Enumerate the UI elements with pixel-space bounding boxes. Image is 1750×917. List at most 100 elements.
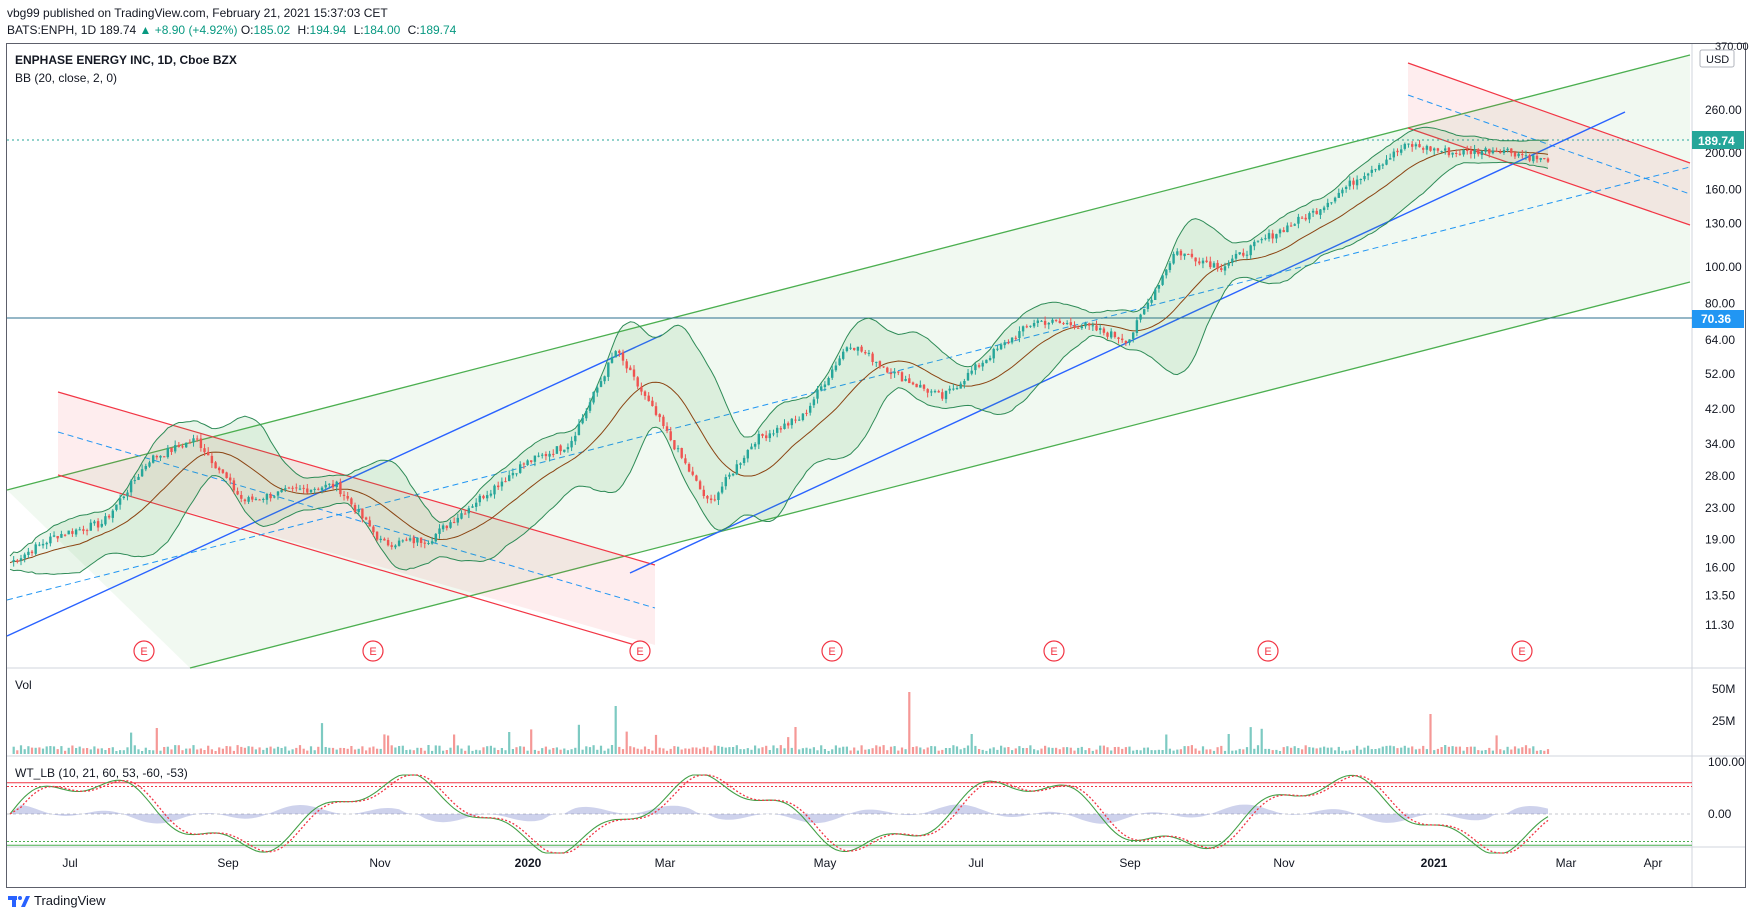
candle-body <box>185 442 188 448</box>
candle-body <box>1054 319 1058 321</box>
volume-bar <box>618 746 621 754</box>
volume-bar <box>1194 748 1197 754</box>
candle-body <box>1366 173 1370 176</box>
candle-body <box>254 498 258 500</box>
candle-body <box>1429 146 1432 151</box>
candle-body <box>904 379 907 381</box>
candle-body <box>1146 302 1150 309</box>
earnings-marker-circle <box>1043 640 1065 662</box>
candle-body <box>265 494 269 500</box>
candle-body <box>779 428 782 430</box>
candle-body <box>1183 253 1186 257</box>
candle-body <box>100 523 103 527</box>
volume-bar <box>1139 750 1142 754</box>
candle-body <box>317 488 320 490</box>
volume-bar <box>379 748 382 754</box>
volume-bar <box>1135 749 1138 754</box>
candle-body <box>12 560 15 562</box>
volume-bar <box>640 749 643 754</box>
chart-frame[interactable] <box>6 43 1746 888</box>
candle-body <box>177 445 180 447</box>
candle-body <box>1099 328 1102 330</box>
candle-body <box>67 530 70 535</box>
candle-body <box>218 467 221 471</box>
candle-body <box>1176 251 1179 255</box>
volume-bar <box>1117 746 1120 754</box>
candle-body <box>1392 151 1395 158</box>
earnings-marker-label: E <box>1264 646 1271 658</box>
candle-body <box>548 453 551 457</box>
candle-body <box>1510 148 1513 154</box>
candle-body <box>16 560 19 562</box>
candle-body <box>78 529 81 531</box>
candle-body <box>585 410 588 419</box>
volume-bar <box>368 747 371 754</box>
volume-bar <box>559 749 562 754</box>
volume-bar <box>445 750 448 754</box>
volume-bar <box>181 750 184 754</box>
currency-label[interactable]: USD <box>1706 54 1729 66</box>
footer-brand[interactable]: TradingView <box>8 893 106 908</box>
volume-bar <box>1095 749 1098 754</box>
volume-bar <box>376 748 379 754</box>
candle-body <box>1289 225 1293 227</box>
volume-bar <box>1458 746 1461 754</box>
volume-bar <box>1271 750 1274 754</box>
candle-body <box>1473 149 1476 154</box>
volume-bar <box>1341 750 1344 754</box>
candle-body <box>1102 328 1106 333</box>
volume-bar <box>897 750 900 754</box>
candle-body <box>1337 192 1340 198</box>
candle-body <box>996 348 999 350</box>
bb-upper <box>9 126 1549 557</box>
volume-bar <box>298 745 302 754</box>
candle-body <box>864 352 867 354</box>
candle-body <box>783 423 786 429</box>
symbol[interactable]: BATS:ENPH, 1D <box>7 23 97 37</box>
volume-bar <box>1433 750 1436 754</box>
candle-body <box>225 472 228 478</box>
candle-body <box>603 376 606 382</box>
candle-body <box>306 488 309 493</box>
candle-body <box>974 364 977 371</box>
candle-body <box>1245 254 1249 256</box>
volume-bar <box>1411 746 1414 754</box>
volume-bar <box>555 747 558 754</box>
time-tick: 2020 <box>515 856 542 870</box>
candle-body <box>757 433 760 445</box>
candle-body <box>1546 158 1550 162</box>
candle-body <box>1161 275 1164 285</box>
volume-bar <box>1278 751 1282 754</box>
candle-body <box>111 510 114 518</box>
candle-body <box>30 551 34 554</box>
volume-bar <box>199 748 202 754</box>
volume-bar <box>544 746 547 754</box>
volume-bar <box>787 737 790 754</box>
volume-bar <box>1455 746 1458 754</box>
candle-body <box>276 491 280 496</box>
candle-body <box>427 543 430 544</box>
earnings-marker-label: E <box>1518 646 1525 658</box>
candle-body <box>1077 327 1080 329</box>
candle-body <box>1007 342 1010 344</box>
volume-bar <box>519 746 522 754</box>
volume-bar <box>497 750 500 754</box>
volume-bar <box>596 749 599 754</box>
volume-bar <box>126 747 129 754</box>
volume-bar <box>247 746 250 754</box>
candle-body <box>199 438 203 448</box>
volume-bar <box>196 749 199 754</box>
earnings-marker-label: E <box>1050 646 1057 658</box>
volume-bar <box>313 750 316 754</box>
volume-bar <box>1304 745 1307 754</box>
volume-bar <box>724 747 727 754</box>
candle-body <box>1348 180 1351 187</box>
candle-body <box>1363 176 1366 180</box>
volume-bar <box>1128 746 1131 754</box>
volume-bar <box>460 748 463 754</box>
candle-body <box>867 352 871 354</box>
candle-body <box>849 347 852 349</box>
volume-bar <box>732 747 735 754</box>
candle-body <box>486 495 489 499</box>
